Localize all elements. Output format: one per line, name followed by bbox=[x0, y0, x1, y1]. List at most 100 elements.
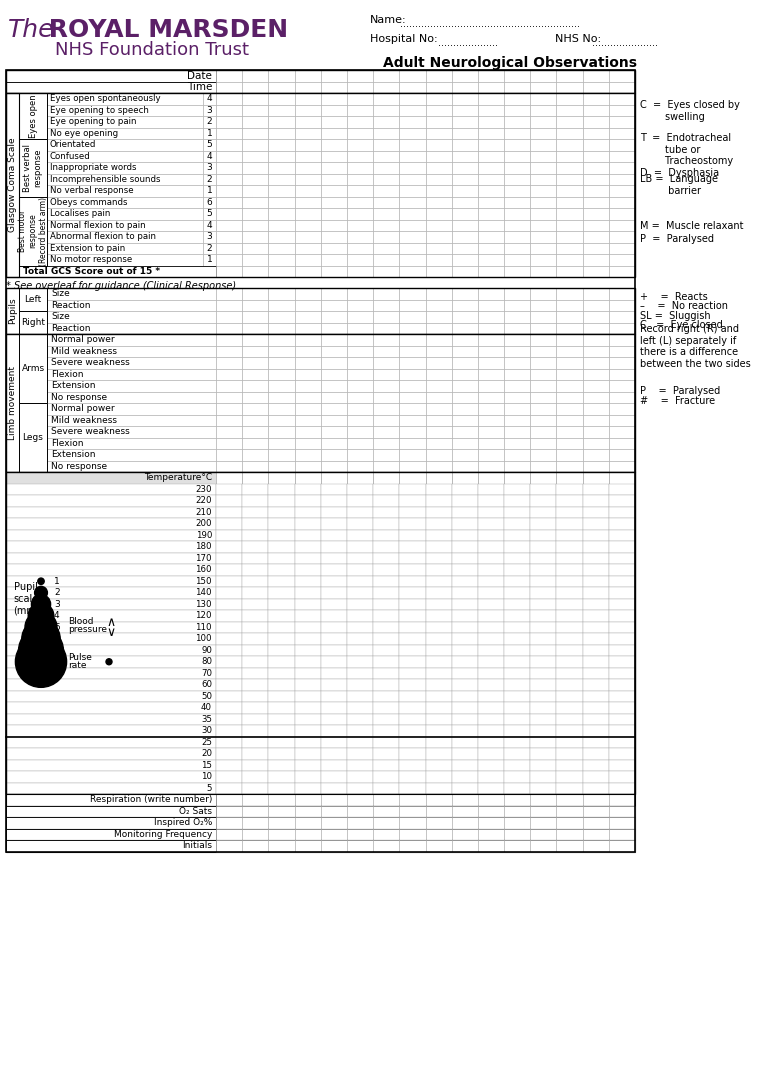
Bar bbox=[452, 415, 478, 426]
Bar bbox=[295, 645, 320, 657]
Bar bbox=[504, 403, 530, 415]
Bar bbox=[504, 783, 530, 794]
Bar bbox=[426, 633, 452, 645]
Bar bbox=[347, 472, 373, 484]
Text: M =  Muscle relaxant: M = Muscle relaxant bbox=[640, 221, 743, 231]
Bar bbox=[373, 127, 399, 139]
Bar bbox=[609, 254, 635, 265]
Bar bbox=[426, 472, 452, 484]
Bar bbox=[399, 598, 426, 610]
Bar bbox=[373, 426, 399, 438]
Bar bbox=[242, 93, 269, 105]
Text: ............................................................: ........................................… bbox=[400, 19, 580, 29]
Bar bbox=[556, 82, 583, 93]
Bar bbox=[373, 220, 399, 231]
Bar bbox=[295, 450, 320, 460]
Bar bbox=[295, 667, 320, 679]
Bar bbox=[583, 82, 609, 93]
Bar bbox=[295, 576, 320, 588]
Bar bbox=[504, 484, 530, 495]
Bar bbox=[452, 748, 478, 760]
Bar bbox=[583, 564, 609, 576]
Bar bbox=[216, 783, 242, 794]
Bar bbox=[583, 645, 609, 657]
Bar bbox=[530, 381, 556, 391]
Bar bbox=[530, 334, 556, 346]
Bar bbox=[399, 265, 426, 277]
Bar bbox=[556, 667, 583, 679]
Bar bbox=[320, 645, 347, 657]
Text: 3: 3 bbox=[207, 163, 212, 172]
Bar bbox=[203, 93, 216, 105]
Text: Blood: Blood bbox=[68, 617, 94, 625]
Bar bbox=[47, 162, 203, 174]
Bar bbox=[583, 771, 609, 783]
Bar bbox=[373, 725, 399, 736]
Bar bbox=[452, 783, 478, 794]
Bar bbox=[530, 369, 556, 381]
Bar bbox=[242, 300, 269, 310]
Bar bbox=[399, 174, 426, 185]
Bar bbox=[583, 151, 609, 162]
Bar bbox=[347, 174, 373, 185]
Bar bbox=[295, 127, 320, 139]
Bar bbox=[452, 657, 478, 667]
Bar bbox=[426, 507, 452, 519]
Text: Limb movement: Limb movement bbox=[8, 367, 17, 440]
Bar bbox=[609, 771, 635, 783]
Bar bbox=[556, 748, 583, 760]
Bar bbox=[399, 334, 426, 346]
Text: NHS Foundation Trust: NHS Foundation Trust bbox=[55, 41, 249, 59]
Bar bbox=[504, 495, 530, 507]
Text: No eye opening: No eye opening bbox=[50, 128, 118, 138]
Bar bbox=[478, 381, 504, 391]
Bar bbox=[452, 840, 478, 852]
Bar bbox=[426, 185, 452, 196]
Bar bbox=[426, 139, 452, 151]
Bar bbox=[373, 495, 399, 507]
Bar bbox=[556, 93, 583, 105]
Bar bbox=[556, 220, 583, 231]
Bar bbox=[47, 369, 216, 381]
Bar bbox=[269, 667, 295, 679]
Bar bbox=[556, 564, 583, 576]
Bar bbox=[478, 369, 504, 381]
Bar bbox=[426, 622, 452, 633]
Bar bbox=[583, 208, 609, 220]
Bar bbox=[295, 495, 320, 507]
Bar bbox=[295, 116, 320, 127]
Bar bbox=[426, 310, 452, 322]
Bar bbox=[216, 657, 242, 667]
Bar bbox=[242, 403, 269, 415]
Bar bbox=[399, 622, 426, 633]
Bar bbox=[242, 553, 269, 564]
Text: Severe weakness: Severe weakness bbox=[51, 427, 130, 437]
Text: 170: 170 bbox=[195, 554, 212, 563]
Bar bbox=[478, 507, 504, 519]
Bar bbox=[373, 231, 399, 243]
Bar bbox=[478, 829, 504, 840]
Bar bbox=[242, 748, 269, 760]
Bar bbox=[478, 105, 504, 116]
Bar bbox=[373, 322, 399, 334]
Bar bbox=[530, 829, 556, 840]
Circle shape bbox=[22, 620, 60, 658]
Bar bbox=[399, 346, 426, 357]
Bar bbox=[373, 196, 399, 208]
Bar bbox=[399, 151, 426, 162]
Bar bbox=[242, 598, 269, 610]
Bar bbox=[269, 231, 295, 243]
Bar bbox=[583, 588, 609, 598]
Bar bbox=[530, 288, 556, 300]
Bar bbox=[47, 208, 203, 220]
Text: Adult Neurological Observations: Adult Neurological Observations bbox=[383, 56, 637, 70]
Bar bbox=[269, 403, 295, 415]
Bar bbox=[320, 484, 347, 495]
Circle shape bbox=[34, 586, 47, 599]
Text: Localises pain: Localises pain bbox=[50, 209, 111, 218]
Bar bbox=[216, 817, 242, 829]
Bar bbox=[203, 174, 216, 185]
Bar bbox=[269, 346, 295, 357]
Bar bbox=[373, 598, 399, 610]
Bar bbox=[295, 736, 320, 748]
